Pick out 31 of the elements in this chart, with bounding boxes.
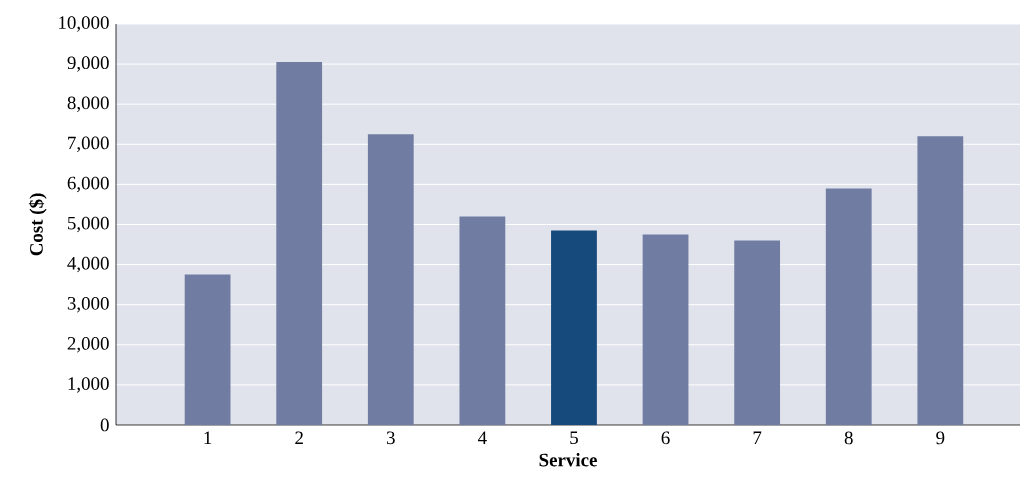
y-tick-label: 9,000: [67, 56, 109, 72]
y-tick-label: 0: [100, 418, 109, 432]
bar: [367, 134, 414, 425]
y-tick-label: 4,000: [67, 256, 109, 273]
y-tick-label: 7,000: [68, 136, 109, 153]
y-tick-label: 5,000: [68, 216, 109, 233]
x-tick-label: 7: [753, 431, 762, 444]
x-tick-label: 6: [661, 431, 670, 445]
y-tick-label: 3,000: [67, 296, 109, 313]
x-tick-label: 4: [478, 431, 487, 444]
x-tick-label: 2: [295, 431, 303, 445]
bar: [551, 230, 597, 425]
y-tick-label: 2,000: [67, 337, 109, 353]
bar: [276, 62, 323, 425]
bar: [642, 234, 689, 425]
bar: [825, 188, 872, 425]
y-tick-label: 1,000: [68, 377, 109, 393]
y-tick-label: 10,000: [59, 16, 109, 32]
bar: [734, 240, 781, 425]
x-axis-title: Service: [539, 453, 597, 467]
bar: [184, 274, 231, 425]
bar: [459, 216, 506, 425]
x-tick-label: 1: [204, 431, 212, 444]
y-axis-title: Cost ($): [28, 193, 47, 256]
x-tick-label: 5: [570, 431, 578, 445]
bar: [917, 136, 964, 425]
x-tick-label: 3: [386, 431, 395, 445]
y-tick-label: 8,000: [67, 96, 109, 112]
x-tick-label: 9: [936, 431, 945, 445]
x-tick-label: 8: [844, 431, 853, 445]
y-tick-label: 6,000: [67, 176, 109, 193]
